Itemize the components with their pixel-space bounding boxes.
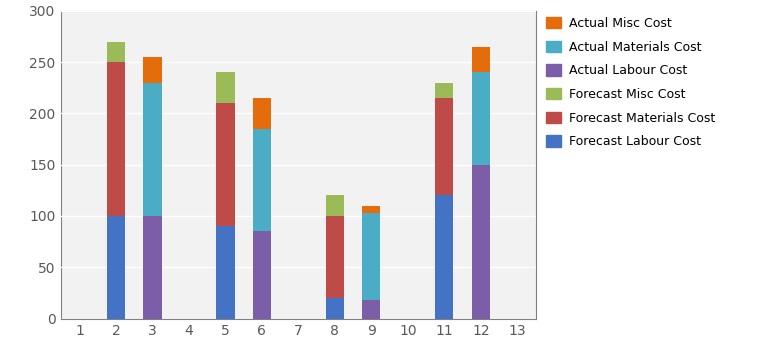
Bar	[472, 72, 490, 165]
Bar	[435, 195, 454, 319]
Bar	[326, 298, 344, 319]
Bar	[472, 47, 490, 72]
Bar	[435, 83, 454, 98]
Bar	[252, 98, 271, 129]
Bar	[107, 216, 125, 319]
Bar	[326, 195, 344, 216]
Bar	[216, 72, 235, 103]
Bar	[107, 62, 125, 216]
Bar	[435, 98, 454, 195]
Bar	[143, 57, 161, 83]
Bar	[362, 206, 380, 213]
Bar	[472, 165, 490, 319]
Bar	[143, 216, 161, 319]
Bar	[216, 226, 235, 319]
Legend: Actual Misc Cost, Actual Materials Cost, Actual Labour Cost, Forecast Misc Cost,: Actual Misc Cost, Actual Materials Cost,…	[546, 17, 715, 148]
Bar	[216, 103, 235, 226]
Bar	[143, 83, 161, 216]
Bar	[362, 213, 380, 300]
Bar	[252, 231, 271, 319]
Bar	[252, 129, 271, 231]
Bar	[326, 216, 344, 298]
Bar	[107, 42, 125, 62]
Bar	[362, 300, 380, 319]
